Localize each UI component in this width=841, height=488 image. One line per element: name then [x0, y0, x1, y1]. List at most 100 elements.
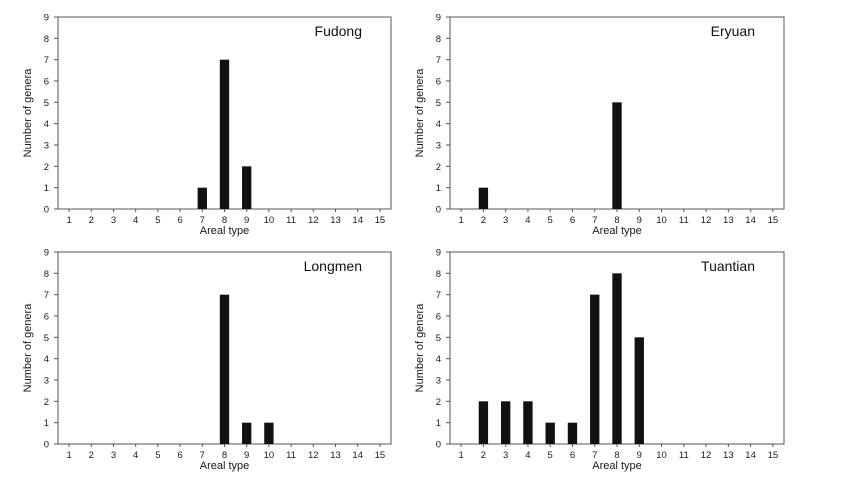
- x-tick-label: 2: [89, 215, 94, 226]
- y-tick-label: 9: [436, 13, 441, 24]
- y-tick-label: 0: [44, 205, 49, 216]
- bar-8: [612, 102, 622, 209]
- y-tick-label: 1: [44, 183, 49, 194]
- y-tick-label: 4: [436, 354, 441, 365]
- y-tick-label: 5: [436, 98, 441, 109]
- x-tick-label: 5: [548, 215, 553, 226]
- y-tick-label: 3: [44, 376, 49, 387]
- y-tick-label: 6: [436, 312, 441, 323]
- x-tick-label: 6: [177, 450, 182, 461]
- y-tick-label: 9: [436, 248, 441, 259]
- x-tick-label: 11: [286, 215, 296, 226]
- x-tick-label: 6: [570, 215, 575, 226]
- y-tick-label: 6: [44, 312, 49, 323]
- bar-3: [500, 401, 511, 444]
- y-tick-label: 2: [44, 162, 49, 173]
- y-tick-label: 6: [436, 77, 441, 88]
- x-tick-label: 13: [723, 215, 734, 226]
- bar-2: [478, 187, 489, 209]
- y-axis-title: Number of genera: [414, 68, 426, 158]
- x-tick-label: 2: [481, 215, 486, 226]
- bar-7: [197, 187, 207, 209]
- y-tick-label: 4: [44, 354, 49, 365]
- bar-9: [242, 422, 252, 444]
- y-tick-label: 4: [44, 119, 49, 130]
- x-tick-label: 1: [66, 215, 71, 226]
- y-tick-label: 1: [44, 418, 49, 429]
- x-tick-label: 3: [503, 450, 508, 461]
- bar-8: [612, 273, 622, 444]
- y-tick-label: 7: [44, 290, 49, 301]
- x-tick-label: 8: [222, 215, 227, 226]
- bar-9: [242, 166, 252, 209]
- x-tick-label: 4: [525, 450, 530, 461]
- y-tick-label: 9: [44, 13, 49, 24]
- x-tick-label: 5: [155, 215, 160, 226]
- y-tick-label: 9: [44, 248, 49, 259]
- x-tick-label: 9: [244, 450, 249, 461]
- x-tick-label: 13: [330, 215, 341, 226]
- x-tick-label: 3: [111, 450, 116, 461]
- x-tick-label: 12: [308, 215, 319, 226]
- y-tick-label: 2: [436, 397, 441, 408]
- y-axis-title: Number of genera: [414, 303, 426, 393]
- y-tick-label: 7: [44, 55, 49, 66]
- x-tick-label: 8: [614, 450, 619, 461]
- y-tick-label: 5: [436, 333, 441, 344]
- bar-5: [545, 422, 555, 444]
- x-tick-label: 14: [352, 215, 363, 226]
- x-tick-label: 11: [286, 450, 296, 461]
- x-tick-label: 15: [375, 450, 386, 461]
- x-tick-label: 12: [308, 450, 319, 461]
- y-tick-label: 8: [44, 34, 49, 45]
- x-tick-label: 10: [264, 450, 275, 461]
- y-tick-label: 6: [44, 77, 49, 88]
- x-tick-label: 13: [330, 450, 341, 461]
- x-tick-label: 1: [458, 215, 463, 226]
- chart-title: Tuantian: [701, 258, 755, 274]
- x-tick-label: 11: [679, 215, 689, 226]
- x-tick-label: 14: [745, 450, 756, 461]
- x-tick-label: 15: [768, 215, 779, 226]
- bar-8: [219, 294, 230, 444]
- x-tick-label: 3: [111, 215, 116, 226]
- x-tick-label: 7: [200, 215, 205, 226]
- y-tick-label: 2: [44, 397, 49, 408]
- y-tick-label: 3: [44, 141, 49, 152]
- x-tick-label: 10: [264, 215, 275, 226]
- bar-2: [478, 401, 489, 444]
- x-tick-label: 8: [222, 450, 227, 461]
- y-tick-label: 8: [44, 269, 49, 280]
- chart-title: Fudong: [315, 23, 362, 39]
- x-tick-label: 4: [525, 215, 530, 226]
- x-tick-label: 12: [701, 450, 712, 461]
- y-tick-label: 5: [44, 333, 49, 344]
- y-tick-label: 0: [436, 440, 441, 451]
- x-tick-label: 4: [133, 450, 138, 461]
- x-tick-label: 5: [155, 450, 160, 461]
- x-tick-label: 14: [745, 215, 756, 226]
- x-tick-label: 15: [768, 450, 779, 461]
- y-tick-label: 5: [44, 98, 49, 109]
- x-tick-label: 12: [701, 215, 712, 226]
- x-tick-label: 1: [66, 450, 71, 461]
- y-tick-label: 1: [436, 418, 441, 429]
- x-tick-label: 7: [592, 450, 597, 461]
- x-axis-title: Areal type: [592, 225, 642, 237]
- x-axis-title: Areal type: [200, 225, 250, 237]
- x-tick-label: 6: [177, 215, 182, 226]
- x-tick-label: 1: [458, 450, 463, 461]
- x-tick-label: 7: [200, 450, 205, 461]
- y-tick-label: 8: [436, 269, 441, 280]
- y-tick-label: 0: [436, 205, 441, 216]
- x-tick-label: 11: [679, 450, 689, 461]
- y-tick-label: 0: [44, 440, 49, 451]
- bar-10: [264, 422, 274, 444]
- bar-7: [590, 294, 600, 444]
- x-axis-title: Areal type: [592, 460, 642, 472]
- x-tick-label: 15: [375, 215, 386, 226]
